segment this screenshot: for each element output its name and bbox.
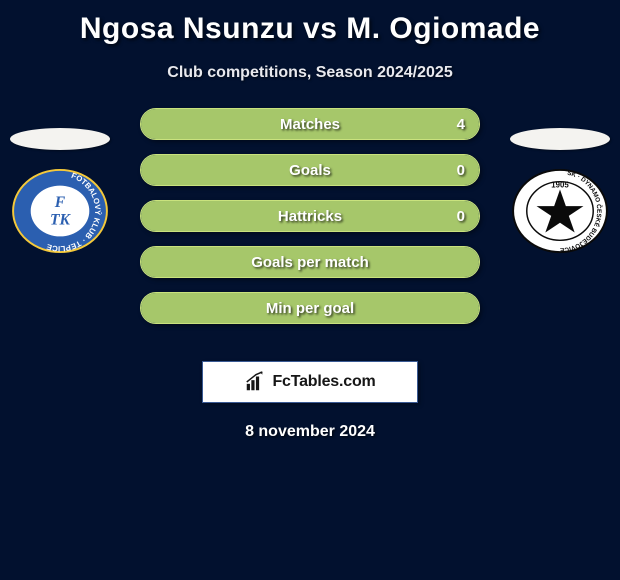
stat-right-value: 0 bbox=[457, 201, 465, 231]
stat-bar-hattricks: Hattricks 0 bbox=[140, 200, 480, 232]
stat-label: Goals bbox=[141, 155, 479, 185]
footer: FcTables.com 8 november 2024 bbox=[0, 361, 620, 441]
brand-text: FcTables.com bbox=[272, 373, 375, 391]
left-badge-monogram-bottom: TK bbox=[50, 212, 72, 229]
right-club-badge: SK · DYNAMO ČESKÉ BUDĚJOVICE 1905 bbox=[511, 168, 609, 254]
stat-label: Min per goal bbox=[141, 293, 479, 323]
left-player-column: FOTBALOVÝ KLUB · TEPLICE F TK bbox=[0, 108, 120, 254]
right-badge-year: 1905 bbox=[551, 181, 569, 190]
left-badge-monogram-top: F bbox=[54, 194, 66, 211]
date-line: 8 november 2024 bbox=[245, 423, 375, 441]
left-player-photo-placeholder bbox=[10, 128, 110, 150]
comparison-row: FOTBALOVÝ KLUB · TEPLICE F TK Matches 4 … bbox=[0, 108, 620, 343]
right-player-photo-placeholder bbox=[510, 128, 610, 150]
right-player-column: SK · DYNAMO ČESKÉ BUDĚJOVICE 1905 bbox=[500, 108, 620, 254]
subtitle: Club competitions, Season 2024/2025 bbox=[0, 64, 620, 82]
stat-right-value: 4 bbox=[457, 109, 465, 139]
stats-list: Matches 4 Goals 0 Hattricks 0 Goals per … bbox=[140, 108, 480, 324]
left-club-badge: FOTBALOVÝ KLUB · TEPLICE F TK bbox=[11, 168, 109, 254]
stat-bar-min-per-goal: Min per goal bbox=[140, 292, 480, 324]
stat-bar-matches: Matches 4 bbox=[140, 108, 480, 140]
brand-box: FcTables.com bbox=[202, 361, 418, 403]
stat-label: Matches bbox=[141, 109, 479, 139]
page-title: Ngosa Nsunzu vs M. Ogiomade bbox=[0, 0, 620, 46]
stat-bar-goals: Goals 0 bbox=[140, 154, 480, 186]
stat-bar-goals-per-match: Goals per match bbox=[140, 246, 480, 278]
stat-label: Hattricks bbox=[141, 201, 479, 231]
stat-right-value: 0 bbox=[457, 155, 465, 185]
bar-chart-icon bbox=[244, 371, 266, 393]
stat-label: Goals per match bbox=[141, 247, 479, 277]
